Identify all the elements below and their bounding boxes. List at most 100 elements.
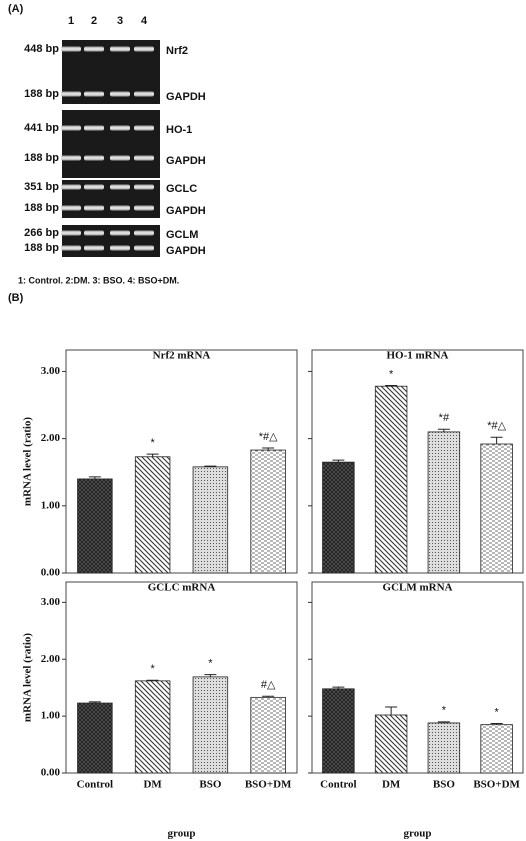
bar [375,386,407,573]
size-label: 351 bp [24,181,59,193]
gel-band [84,206,104,211]
bar [481,444,513,573]
panel-label: (A) [8,3,24,15]
gel-band [61,126,81,131]
y-tick-label: 1.00 [41,499,61,511]
gel-band [84,156,104,161]
significance-label: * [389,368,394,380]
gel-band [110,126,130,131]
size-label: 441 bp [24,122,59,134]
significance-label: * [442,705,447,717]
significance-label: * [150,437,155,449]
size-label: 266 bp [24,227,59,239]
x-tick-label: BSO+DM [245,779,292,791]
gel-band [134,246,154,251]
gel-band [84,185,104,190]
error-bar [147,454,159,457]
x-tick-label: DM [143,779,162,791]
x-axis-label: group [168,828,196,840]
gel-band [61,92,81,97]
x-axis-label: group [404,828,432,840]
size-label: 188 bp [24,202,59,214]
gel-band [110,156,130,161]
panel-label: (B) [8,292,24,304]
chart-title: GCLM mRNA [383,582,453,594]
gene-label: GCLC [166,183,197,195]
bar [135,681,170,773]
gel-band [110,206,130,211]
size-label: 188 bp [24,88,59,100]
y-tick-label: 3.00 [41,596,61,608]
x-tick-label: Control [320,779,356,791]
bar [78,703,113,773]
gene-label: HO-1 [166,124,192,136]
gene-label: GAPDH [166,245,206,257]
gene-label: GCLM [166,229,198,241]
gene-label: GAPDH [166,91,206,103]
gel-band [110,47,130,52]
significance-label: * [208,658,213,670]
chart-title: HO-1 mRNA [386,350,448,362]
bar [323,689,355,773]
bar [193,467,228,573]
lane-label: 3 [117,15,123,27]
gel-band [84,246,104,251]
significance-label: * [494,706,499,718]
gel-band [134,231,154,236]
bar [193,677,228,773]
error-bar [147,680,159,681]
significance-label: *#△ [259,431,278,443]
gel-band [110,231,130,236]
gel-band [84,92,104,97]
error-bar [385,707,397,715]
bar [428,432,460,573]
significance-label: *# [439,412,450,424]
bar [135,457,170,573]
significance-label: #△ [261,679,276,691]
gene-label: Nrf2 [166,45,188,57]
chart-title: Nrf2 mRNA [153,350,211,362]
significance-label: * [150,663,155,675]
figure: (A) 1 2 3 4 1: Control. 2:DM. 3: BSO. 4:… [0,0,526,841]
lane-label: 2 [91,15,97,27]
y-tick-label: 0.00 [41,567,61,579]
size-label: 448 bp [24,43,59,55]
y-axis-label: mRNA level (ratio) [22,417,34,507]
x-tick-label: BSO [433,779,455,791]
gel-band [134,47,154,52]
gel-band [110,185,130,190]
bar [251,697,286,773]
chart-title: GCLC mRNA [148,582,216,594]
gene-label: GAPDH [166,155,206,167]
gel [62,110,160,178]
gel-band [110,246,130,251]
bar [481,725,513,773]
gel-band [61,47,81,52]
bar [428,723,460,773]
gel-band [61,185,81,190]
size-label: 188 bp [24,152,59,164]
y-tick-label: 3.00 [41,365,61,377]
gel-band [61,156,81,161]
gel-band [84,47,104,52]
gel-band [134,185,154,190]
significance-label: *#△ [487,420,506,432]
y-axis-label: mRNA level (ratio) [22,633,34,723]
bar [323,462,355,573]
x-tick-label: DM [382,779,401,791]
x-tick-label: Control [77,779,113,791]
gel-band [134,92,154,97]
gel-band [134,156,154,161]
size-label: 188 bp [24,242,59,254]
y-tick-label: 2.00 [41,432,61,444]
y-tick-label: 2.00 [41,653,61,665]
gel-band [84,231,104,236]
x-tick-label: BSO+DM [473,779,520,791]
gel-band [134,126,154,131]
lane-legend: 1: Control. 2:DM. 3: BSO. 4: BSO+DM. [18,275,179,285]
bar [78,479,113,573]
x-tick-label: BSO [199,779,221,791]
error-bar [491,437,503,444]
y-tick-label: 0.00 [41,767,61,779]
gel-band [61,231,81,236]
